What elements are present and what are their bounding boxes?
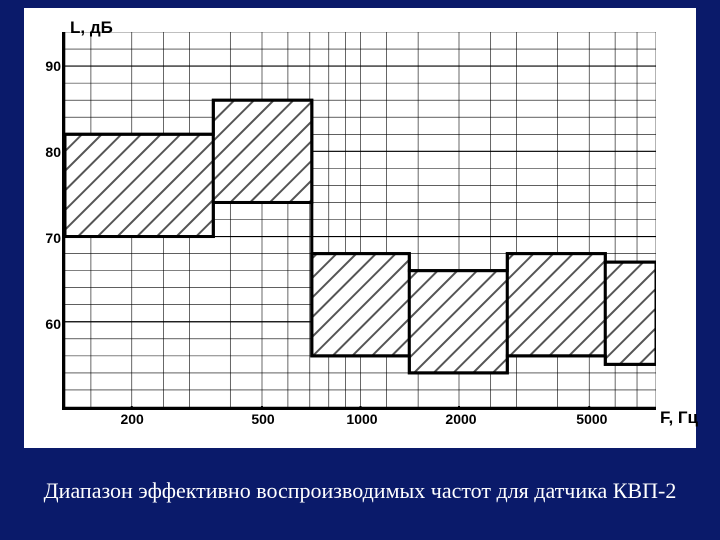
chart-panel: L, дБ 60708090200500100020005000 F, Гц (24, 8, 696, 448)
caption: Диапазон эффективно воспроизводимых част… (0, 478, 720, 504)
chart-svg (65, 32, 656, 407)
plot-area: 60708090200500100020005000 (62, 32, 656, 410)
y-tick-label: 80 (33, 144, 61, 160)
x-tick-label: 2000 (445, 411, 476, 427)
x-tick-label: 200 (120, 411, 143, 427)
x-tick-label: 1000 (346, 411, 377, 427)
x-tick-label: 500 (251, 411, 274, 427)
y-tick-label: 90 (33, 58, 61, 74)
y-tick-label: 70 (33, 230, 61, 246)
x-axis-title: F, Гц (660, 408, 698, 428)
y-tick-label: 60 (33, 316, 61, 332)
slide: L, дБ 60708090200500100020005000 F, Гц Д… (0, 0, 720, 540)
x-tick-label: 5000 (576, 411, 607, 427)
